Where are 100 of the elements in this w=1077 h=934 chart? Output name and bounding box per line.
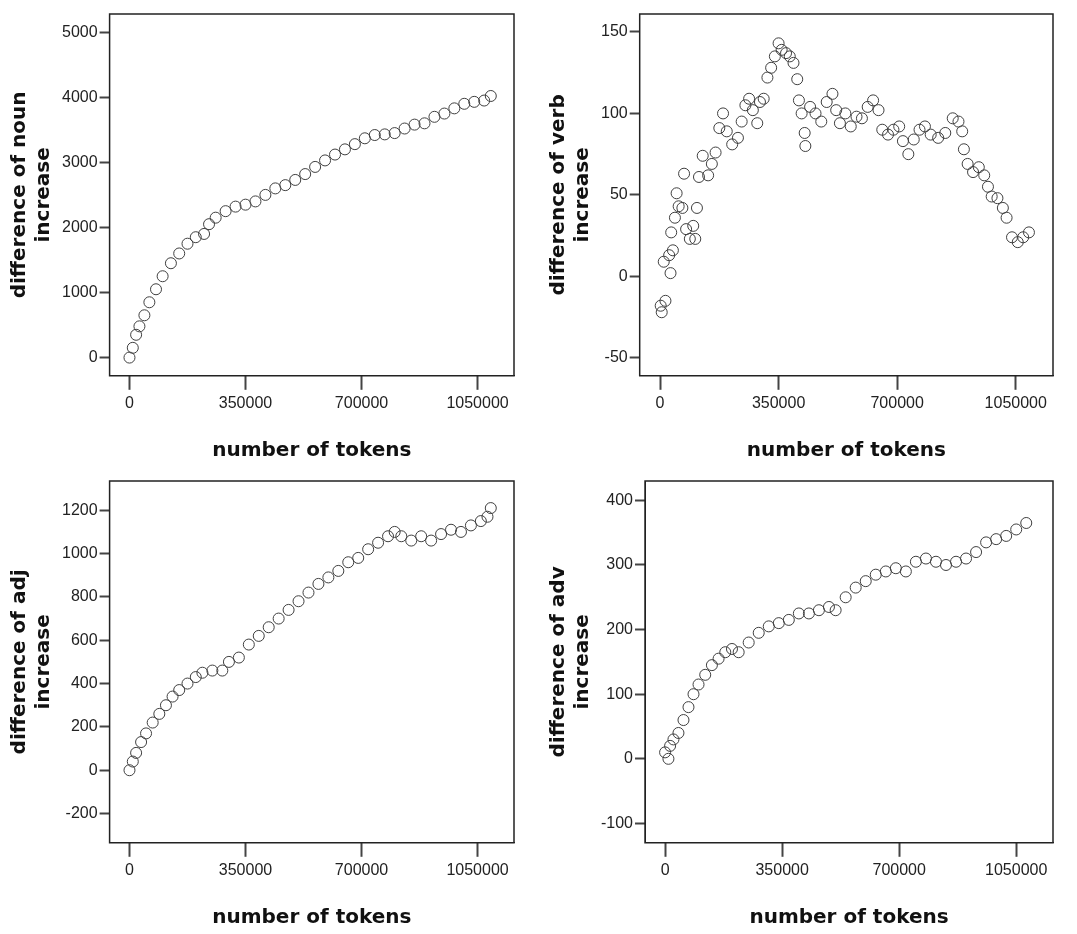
y-tick-label: 0 — [88, 760, 98, 778]
y-axis-title: difference of adj increase — [6, 569, 55, 755]
point — [252, 629, 265, 642]
point — [742, 636, 755, 649]
x-tick-label: 0 — [660, 860, 670, 878]
point — [203, 218, 216, 231]
point — [438, 107, 451, 120]
point — [1000, 529, 1013, 542]
point — [222, 655, 235, 668]
point — [792, 607, 805, 620]
point — [699, 668, 712, 681]
x-tick-label: 1050000 — [984, 393, 1047, 411]
point — [395, 530, 408, 543]
point — [664, 739, 677, 752]
y-tick-label: 1200 — [62, 500, 98, 518]
point — [259, 188, 272, 201]
point — [659, 746, 672, 759]
y-tick-label: 0 — [624, 749, 634, 767]
point — [138, 309, 151, 322]
x-axis-title: number of tokens — [212, 904, 412, 929]
x-axis-title: number of tokens — [746, 437, 946, 462]
point — [980, 536, 993, 549]
point — [929, 555, 942, 568]
y-tick-label: 2000 — [62, 217, 98, 235]
point — [435, 528, 448, 541]
point — [705, 659, 718, 672]
point — [454, 525, 467, 538]
point — [156, 270, 169, 283]
y-tick-label: 1000 — [62, 543, 98, 561]
point — [662, 752, 675, 765]
point — [484, 502, 497, 515]
point — [269, 182, 282, 195]
point — [282, 603, 295, 616]
point — [732, 646, 745, 659]
point — [478, 94, 491, 107]
point — [133, 320, 146, 333]
point — [474, 515, 487, 528]
point — [408, 118, 421, 131]
point — [762, 620, 775, 633]
point — [960, 552, 973, 565]
point — [164, 257, 177, 270]
y-tick-label: 800 — [70, 587, 98, 605]
point — [378, 128, 391, 141]
point — [319, 154, 332, 167]
point — [829, 604, 842, 617]
point — [143, 296, 156, 309]
y-tick-label: 100 — [600, 103, 628, 121]
point — [839, 591, 852, 604]
point — [1020, 517, 1033, 529]
point — [279, 179, 292, 192]
point — [428, 110, 441, 123]
point — [677, 714, 690, 727]
point — [368, 129, 381, 142]
x-tick-label: 700000 — [872, 860, 926, 878]
point — [418, 117, 431, 130]
x-tick-label: 700000 — [334, 860, 389, 878]
y-axis-title: difference of adv increase — [545, 566, 594, 758]
point — [329, 148, 341, 161]
point — [448, 102, 461, 115]
y-tick-label: 400 — [70, 673, 98, 691]
x-tick-label: 350000 — [218, 393, 273, 411]
point — [889, 562, 902, 575]
point — [970, 546, 983, 559]
y-tick-label: 400 — [606, 490, 634, 508]
x-tick-label: 1050000 — [985, 860, 1048, 878]
y-tick-label: -50 — [604, 348, 628, 366]
y-tick-label: 150 — [600, 22, 628, 40]
point — [752, 626, 765, 639]
point — [189, 671, 202, 684]
point — [464, 519, 477, 532]
point — [181, 677, 194, 690]
point — [292, 595, 305, 608]
point — [146, 716, 159, 729]
point — [362, 543, 375, 556]
point — [166, 690, 179, 703]
point — [352, 551, 365, 564]
point — [802, 607, 815, 620]
y-tick-label: 1000 — [62, 282, 98, 300]
point — [672, 726, 685, 739]
point — [879, 565, 892, 578]
x-tick-label: 0 — [125, 860, 135, 878]
point — [216, 664, 229, 677]
point — [249, 195, 262, 208]
point — [990, 533, 1003, 546]
point — [772, 617, 785, 630]
point — [189, 231, 202, 244]
point — [123, 764, 136, 777]
point — [909, 555, 922, 568]
point — [309, 160, 322, 173]
point — [415, 530, 428, 543]
point — [123, 351, 136, 364]
point — [239, 198, 252, 211]
point — [150, 283, 162, 296]
point — [312, 577, 325, 590]
point — [869, 568, 882, 581]
x-tick-label: 700000 — [334, 393, 389, 411]
y-tick-label: 200 — [606, 620, 634, 637]
point — [338, 143, 351, 156]
point — [667, 733, 680, 746]
y-tick-label: 50 — [609, 185, 628, 203]
